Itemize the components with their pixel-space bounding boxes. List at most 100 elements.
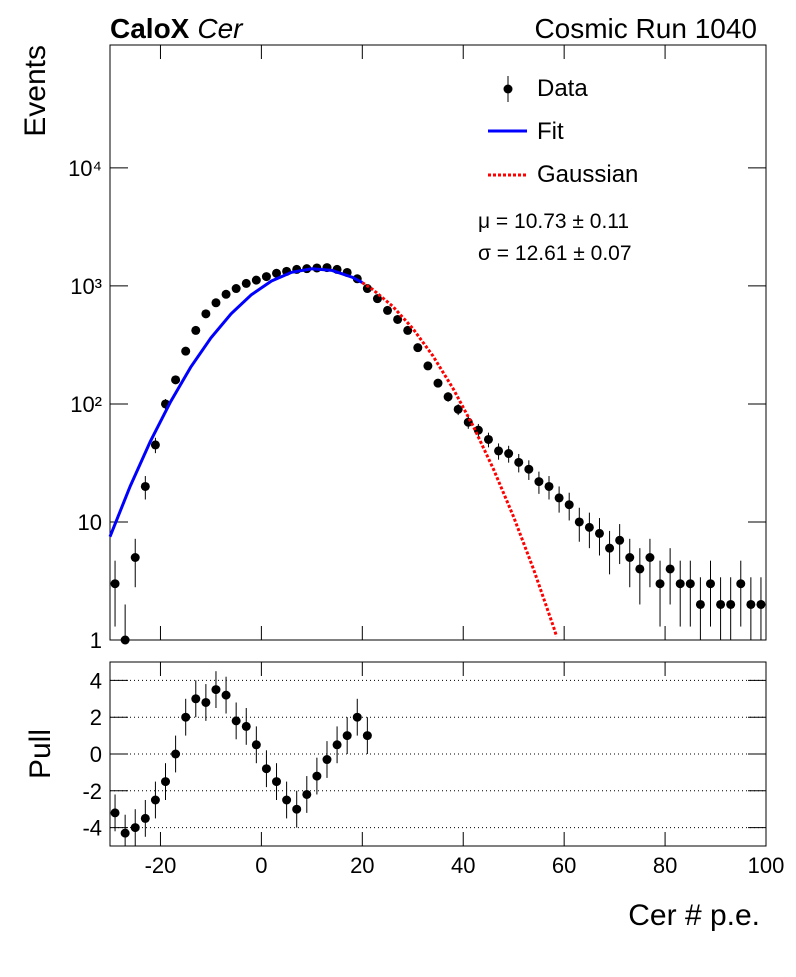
data-point: [241, 721, 251, 731]
data-point: [615, 535, 625, 545]
fit-curve: [361, 281, 559, 637]
x-tick-label: 40: [451, 853, 475, 878]
data-point: [574, 517, 584, 527]
data-point: [544, 481, 554, 491]
data-point: [584, 522, 594, 532]
data-point: [383, 305, 393, 315]
data-point: [130, 553, 140, 563]
data-point: [140, 481, 150, 491]
data-point: [494, 446, 504, 456]
data-point: [251, 740, 261, 750]
x-tick-label: 80: [653, 853, 677, 878]
legend-marker: [503, 84, 513, 94]
data-point: [110, 579, 120, 589]
data-point: [191, 694, 201, 704]
data-point: [261, 272, 271, 282]
y-tick-label: 1: [90, 628, 102, 653]
data-point: [514, 457, 524, 467]
run-label: Cosmic Run 1040: [534, 13, 757, 44]
data-point: [564, 500, 574, 510]
data-point: [150, 440, 160, 450]
data-point: [504, 449, 514, 459]
data-point: [524, 464, 534, 474]
data-point: [181, 712, 191, 722]
data-point: [231, 716, 241, 726]
data-point: [695, 599, 705, 609]
annotation: μ = 10.73 ± 0.11: [478, 210, 629, 233]
data-point: [140, 813, 150, 823]
data-point: [433, 378, 443, 388]
data-point: [635, 564, 645, 574]
data-point: [201, 309, 211, 319]
x-tick-label: 60: [552, 853, 576, 878]
data-point: [171, 749, 181, 759]
legend-label: Fit: [537, 118, 564, 145]
data-point: [272, 268, 282, 278]
x-tick-label: 100: [748, 853, 785, 878]
data-point: [322, 755, 332, 765]
data-point: [150, 795, 160, 805]
data-point: [211, 685, 221, 695]
data-point: [181, 346, 191, 356]
data-point: [605, 543, 615, 553]
y-tick-label: 10³: [70, 274, 102, 299]
data-point: [120, 635, 130, 645]
legend-label: Gaussian: [537, 161, 638, 188]
fit-curve: [108, 267, 364, 538]
data-point: [736, 579, 746, 589]
data-point: [746, 599, 756, 609]
data-point: [726, 599, 736, 609]
data-point: [241, 278, 251, 288]
data-point: [130, 823, 140, 833]
data-point: [171, 375, 181, 385]
data-point: [554, 493, 564, 503]
chart-title-italic: Cer: [197, 13, 244, 44]
data-point: [716, 599, 726, 609]
data-point: [756, 599, 766, 609]
y-tick-label: -4: [82, 816, 102, 841]
y-tick-label: 10²: [70, 392, 102, 417]
data-point: [191, 325, 201, 335]
data-point: [292, 804, 302, 814]
data-point: [483, 434, 493, 444]
data-point: [221, 690, 231, 700]
y-tick-label: 10: [78, 510, 102, 535]
data-point: [231, 284, 241, 294]
x-tick-label: -20: [145, 853, 177, 878]
data-point: [272, 777, 282, 787]
y-tick-label: 0: [90, 742, 102, 767]
y-axis-title: Pull: [24, 729, 57, 779]
data-point: [302, 789, 312, 799]
y-tick-label: -2: [82, 779, 102, 804]
plot-frame: [109, 661, 767, 847]
data-point: [211, 298, 221, 308]
data-point: [413, 343, 423, 353]
data-point: [423, 361, 433, 371]
data-point: [312, 771, 322, 781]
data-point: [665, 564, 675, 574]
y-tick-label: 4: [90, 668, 102, 693]
data-point: [645, 553, 655, 563]
data-point: [110, 808, 120, 818]
data-point: [221, 289, 231, 299]
data-point: [534, 477, 544, 487]
data-point: [352, 712, 362, 722]
legend-label: Data: [537, 75, 588, 102]
data-point: [120, 828, 130, 838]
data-point: [161, 777, 171, 787]
data-point: [453, 404, 463, 414]
data-point: [332, 740, 342, 750]
data-point: [403, 325, 413, 335]
data-point: [685, 579, 695, 589]
data-point: [443, 392, 453, 402]
y-tick-label: 10⁴: [68, 156, 102, 181]
data-point: [594, 528, 604, 538]
data-point: [625, 553, 635, 563]
chart-title: CaloX: [110, 13, 190, 44]
y-axis-title: Events: [19, 45, 52, 137]
plot-frame: [109, 44, 767, 641]
data-point: [362, 731, 372, 741]
x-tick-label: 0: [255, 853, 267, 878]
x-tick-label: 20: [350, 853, 374, 878]
